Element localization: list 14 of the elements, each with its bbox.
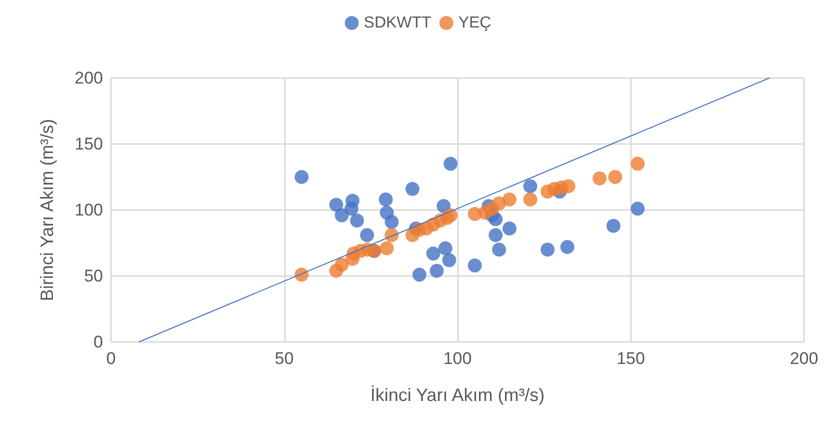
x-tick-label: 50	[274, 349, 294, 368]
y-tick-label: 100	[74, 200, 103, 220]
y-tick-label: 150	[74, 134, 103, 154]
legend-label: YEÇ	[458, 14, 492, 32]
y-tick-label: 200	[74, 68, 103, 88]
x-tick-label: 200	[790, 349, 818, 368]
x-tick-label: 0	[106, 349, 116, 368]
x-axis-title: İkinci Yarı Akım (m³/s)	[370, 385, 545, 405]
y-tick-label: 0	[94, 332, 103, 352]
x-tick-label: 150	[616, 349, 645, 368]
x-tick-label: 100	[443, 349, 472, 368]
y-axis-title: Birinci Yarı Akım (m³/s)	[37, 118, 57, 302]
y-tick-label: 50	[84, 266, 103, 286]
legend-label: SDKWTT	[364, 14, 432, 32]
